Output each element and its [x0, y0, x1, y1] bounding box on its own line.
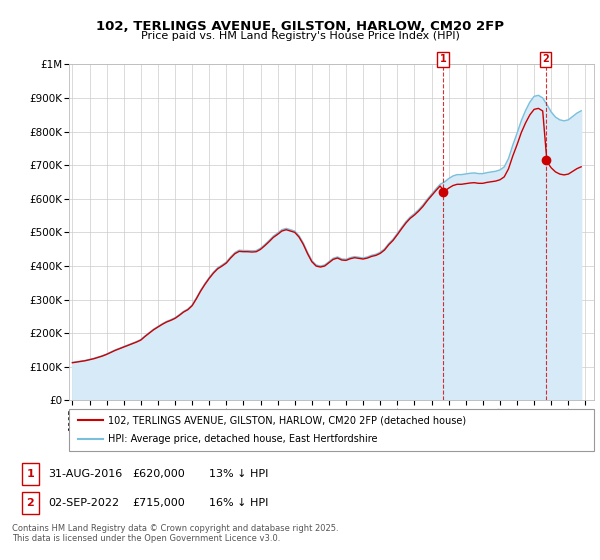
FancyBboxPatch shape [22, 492, 39, 515]
Text: HPI: Average price, detached house, East Hertfordshire: HPI: Average price, detached house, East… [109, 435, 378, 445]
Text: Price paid vs. HM Land Registry's House Price Index (HPI): Price paid vs. HM Land Registry's House … [140, 31, 460, 41]
Text: 16% ↓ HPI: 16% ↓ HPI [209, 498, 268, 508]
Text: 102, TERLINGS AVENUE, GILSTON, HARLOW, CM20 2FP: 102, TERLINGS AVENUE, GILSTON, HARLOW, C… [96, 20, 504, 32]
FancyBboxPatch shape [22, 463, 39, 485]
Text: 102, TERLINGS AVENUE, GILSTON, HARLOW, CM20 2FP (detached house): 102, TERLINGS AVENUE, GILSTON, HARLOW, C… [109, 415, 467, 425]
Text: 1: 1 [26, 469, 34, 479]
Text: 2: 2 [542, 54, 549, 64]
Text: 31-AUG-2016: 31-AUG-2016 [49, 469, 123, 479]
Text: 2: 2 [26, 498, 34, 508]
FancyBboxPatch shape [69, 409, 594, 451]
Text: £620,000: £620,000 [132, 469, 185, 479]
Text: 1: 1 [440, 54, 446, 64]
Text: Contains HM Land Registry data © Crown copyright and database right 2025.
This d: Contains HM Land Registry data © Crown c… [12, 524, 338, 543]
Text: 13% ↓ HPI: 13% ↓ HPI [209, 469, 268, 479]
Text: 02-SEP-2022: 02-SEP-2022 [49, 498, 119, 508]
Text: £715,000: £715,000 [132, 498, 185, 508]
